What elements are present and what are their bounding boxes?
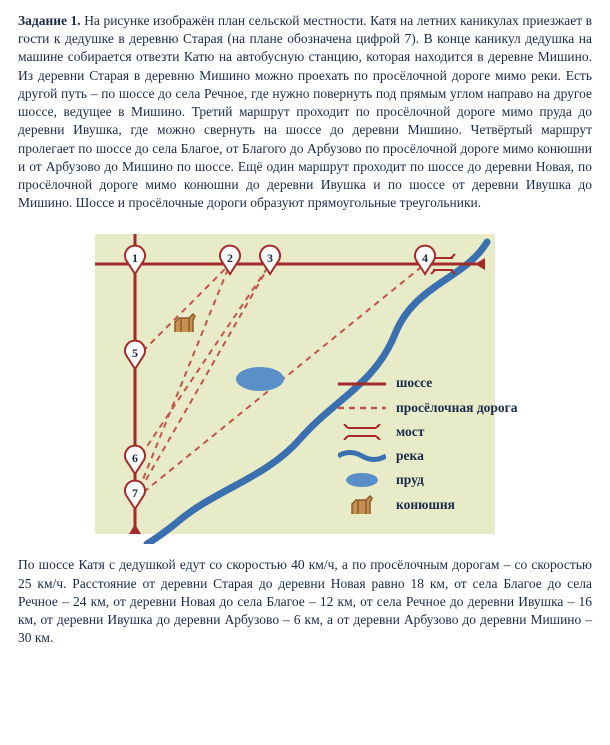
svg-text:1: 1: [132, 251, 138, 265]
legend-river-icon: [338, 447, 386, 465]
legend-label: просёлочная дорога: [396, 399, 518, 417]
legend: шоссе просёлочная дорога мост: [338, 374, 518, 519]
svg-text:6: 6: [132, 451, 138, 465]
legend-row-dirt: просёлочная дорога: [338, 399, 518, 417]
legend-row-stable: конюшня: [338, 496, 518, 514]
task-paragraph: Задание 1. На рисунке изображён план сел…: [18, 12, 592, 212]
legend-highway-icon: [338, 375, 386, 393]
legend-label: шоссе: [396, 374, 432, 392]
svg-text:7: 7: [132, 486, 138, 500]
legend-label: мост: [396, 423, 424, 441]
legend-bridge-icon: [338, 423, 386, 441]
legend-row-pond: пруд: [338, 471, 518, 489]
pond: [236, 367, 284, 391]
body-text: По шоссе Катя с дедушкой едут со скорост…: [18, 556, 592, 647]
task-text: На рисунке изображён план сельской местн…: [18, 13, 592, 210]
svg-text:3: 3: [267, 251, 273, 265]
map-container: 1 2 3 4 5 6 7: [18, 224, 592, 544]
legend-stable-icon: [338, 496, 386, 514]
task-title: Задание 1.: [18, 13, 81, 28]
svg-text:5: 5: [132, 346, 138, 360]
legend-row-highway: шоссе: [338, 374, 518, 392]
legend-pond-icon: [338, 471, 386, 489]
svg-text:4: 4: [422, 251, 428, 265]
legend-row-bridge: мост: [338, 423, 518, 441]
legend-label: конюшня: [396, 496, 455, 514]
legend-label: река: [396, 447, 424, 465]
legend-dirt-icon: [338, 399, 386, 417]
legend-label: пруд: [396, 471, 424, 489]
svg-text:2: 2: [227, 251, 233, 265]
legend-row-river: река: [338, 447, 518, 465]
